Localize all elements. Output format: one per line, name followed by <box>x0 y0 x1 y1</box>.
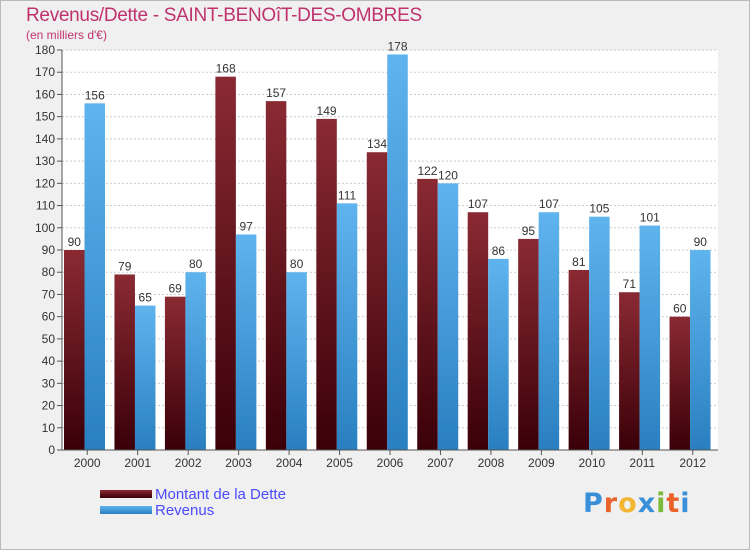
data-label-debt-2004: 157 <box>266 86 286 100</box>
x-tick-label: 2002 <box>175 456 202 470</box>
bar-debt-2008 <box>467 212 489 450</box>
data-label-revenue-2012: 90 <box>694 235 708 249</box>
y-tick-label: 50 <box>42 332 56 346</box>
x-tick-label: 2005 <box>326 456 353 470</box>
legend: Montant de la Dette Revenus <box>100 485 286 519</box>
bar-debt-2003 <box>215 76 236 451</box>
y-tick-label: 40 <box>42 354 56 368</box>
x-tick-label: 2004 <box>276 456 303 470</box>
data-label-debt-2000: 90 <box>68 235 82 249</box>
legend-swatch-debt <box>100 490 152 498</box>
bar-revenue-2003 <box>235 234 257 450</box>
bar-debt-2009 <box>518 238 539 450</box>
data-label-debt-2009: 95 <box>522 224 536 238</box>
data-label-debt-2008: 107 <box>468 197 488 211</box>
y-tick-label: 150 <box>35 110 55 124</box>
chart-subtitle: (en milliers d'€) <box>26 28 107 42</box>
bar-debt-2007 <box>417 178 438 450</box>
y-tick-label: 90 <box>42 243 56 257</box>
x-tick-label: 2008 <box>478 456 505 470</box>
y-axis: 0 10 20 30 40 50 60 70 80 90 100 110 120 130 140 150 160… <box>35 43 63 457</box>
bar-debt-2002 <box>164 296 186 450</box>
legend-item-revenue: Revenus <box>100 501 286 519</box>
x-tick-label: 2012 <box>679 456 706 470</box>
y-tick-label: 10 <box>42 421 56 435</box>
bar-revenue-2001 <box>134 305 156 450</box>
y-tick-label: 120 <box>35 176 55 190</box>
y-tick-label: 180 <box>35 43 55 57</box>
data-label-revenue-2008: 86 <box>492 244 506 258</box>
legend-label-debt: Montant de la Dette <box>155 485 286 503</box>
data-label-revenue-2001: 65 <box>139 291 153 305</box>
y-tick-label: 110 <box>36 199 55 213</box>
data-label-debt-2001: 79 <box>118 259 132 273</box>
x-tick-label: 2009 <box>528 456 555 470</box>
x-tick-label: 2000 <box>74 456 101 470</box>
legend-item-debt: Montant de la Dette <box>100 485 286 503</box>
data-label-revenue-2005: 111 <box>338 188 357 202</box>
y-tick-label: 140 <box>35 132 55 146</box>
bar-debt-2010 <box>568 270 590 450</box>
bar-revenue-2007 <box>437 183 459 451</box>
y-tick-label: 70 <box>42 287 56 301</box>
x-tick-label: 2001 <box>124 456 151 470</box>
x-tick-label: 2011 <box>629 456 655 470</box>
bar-debt-2001 <box>114 274 135 450</box>
x-tick-label: 2010 <box>578 456 605 470</box>
bar-revenue-2010 <box>589 216 610 450</box>
data-label-revenue-2003: 97 <box>239 219 253 233</box>
proxiti-logo: Proxiti <box>583 488 691 519</box>
data-label-debt-2012: 60 <box>673 302 687 316</box>
data-label-revenue-2010: 105 <box>589 202 609 216</box>
x-tick-label: 2003 <box>225 456 252 470</box>
x-tick-label: 2007 <box>427 456 454 470</box>
data-label-debt-2011: 71 <box>623 277 637 291</box>
bars <box>64 54 711 451</box>
data-labels: 90 156 79 65 69 80 168 97 157 80 149 111 134 178 122 12… <box>68 39 708 315</box>
legend-label-revenue: Revenus <box>155 501 215 519</box>
bar-debt-2011 <box>619 292 640 450</box>
data-label-debt-2005: 149 <box>317 104 337 118</box>
bar-debt-2005 <box>316 118 337 450</box>
chart-title: Revenus/Dette - SAINT-BENOîT-DES-OMBRES <box>26 5 422 26</box>
data-label-debt-2003: 168 <box>216 62 236 76</box>
bar-debt-2000 <box>64 250 85 450</box>
bar-revenue-2004 <box>286 272 307 450</box>
bar-debt-2004 <box>265 101 287 450</box>
data-label-debt-2006: 134 <box>367 137 387 151</box>
bar-debt-2006 <box>366 152 388 450</box>
data-label-revenue-2011: 101 <box>640 211 660 225</box>
data-label-debt-2010: 81 <box>572 255 586 269</box>
y-tick-label: 0 <box>48 443 55 457</box>
data-label-revenue-2006: 178 <box>388 39 408 53</box>
bar-revenue-2011 <box>639 225 661 450</box>
data-label-revenue-2002: 80 <box>189 257 203 271</box>
bar-revenue-2000 <box>84 103 105 450</box>
bar-revenue-2005 <box>336 203 358 450</box>
y-tick-label: 80 <box>42 265 56 279</box>
y-tick-label: 130 <box>35 154 55 168</box>
bar-revenue-2009 <box>538 212 560 450</box>
data-label-revenue-2009: 107 <box>539 197 559 211</box>
bar-revenue-2008 <box>488 258 509 450</box>
x-tick-label: 2006 <box>377 456 404 470</box>
y-tick-label: 170 <box>35 65 55 79</box>
bar-revenue-2006 <box>387 54 408 450</box>
y-tick-label: 100 <box>35 221 55 235</box>
bar-revenue-2012 <box>690 250 711 450</box>
bar-debt-2012 <box>669 316 691 450</box>
data-label-revenue-2000: 156 <box>85 88 105 102</box>
y-tick-label: 60 <box>42 310 56 324</box>
data-label-debt-2002: 69 <box>168 282 182 296</box>
x-axis: 2000 2001 2002 2003 2004 2005 2006 2007 2008 2009… <box>62 449 718 470</box>
y-tick-label: 30 <box>42 376 56 390</box>
bar-revenue-2002 <box>185 272 206 450</box>
data-label-revenue-2004: 80 <box>290 257 304 271</box>
y-tick-label: 20 <box>42 399 56 413</box>
legend-swatch-revenue <box>100 506 152 514</box>
y-tick-label: 160 <box>35 87 55 101</box>
data-label-debt-2007: 122 <box>417 164 437 178</box>
data-label-revenue-2007: 120 <box>438 168 458 182</box>
